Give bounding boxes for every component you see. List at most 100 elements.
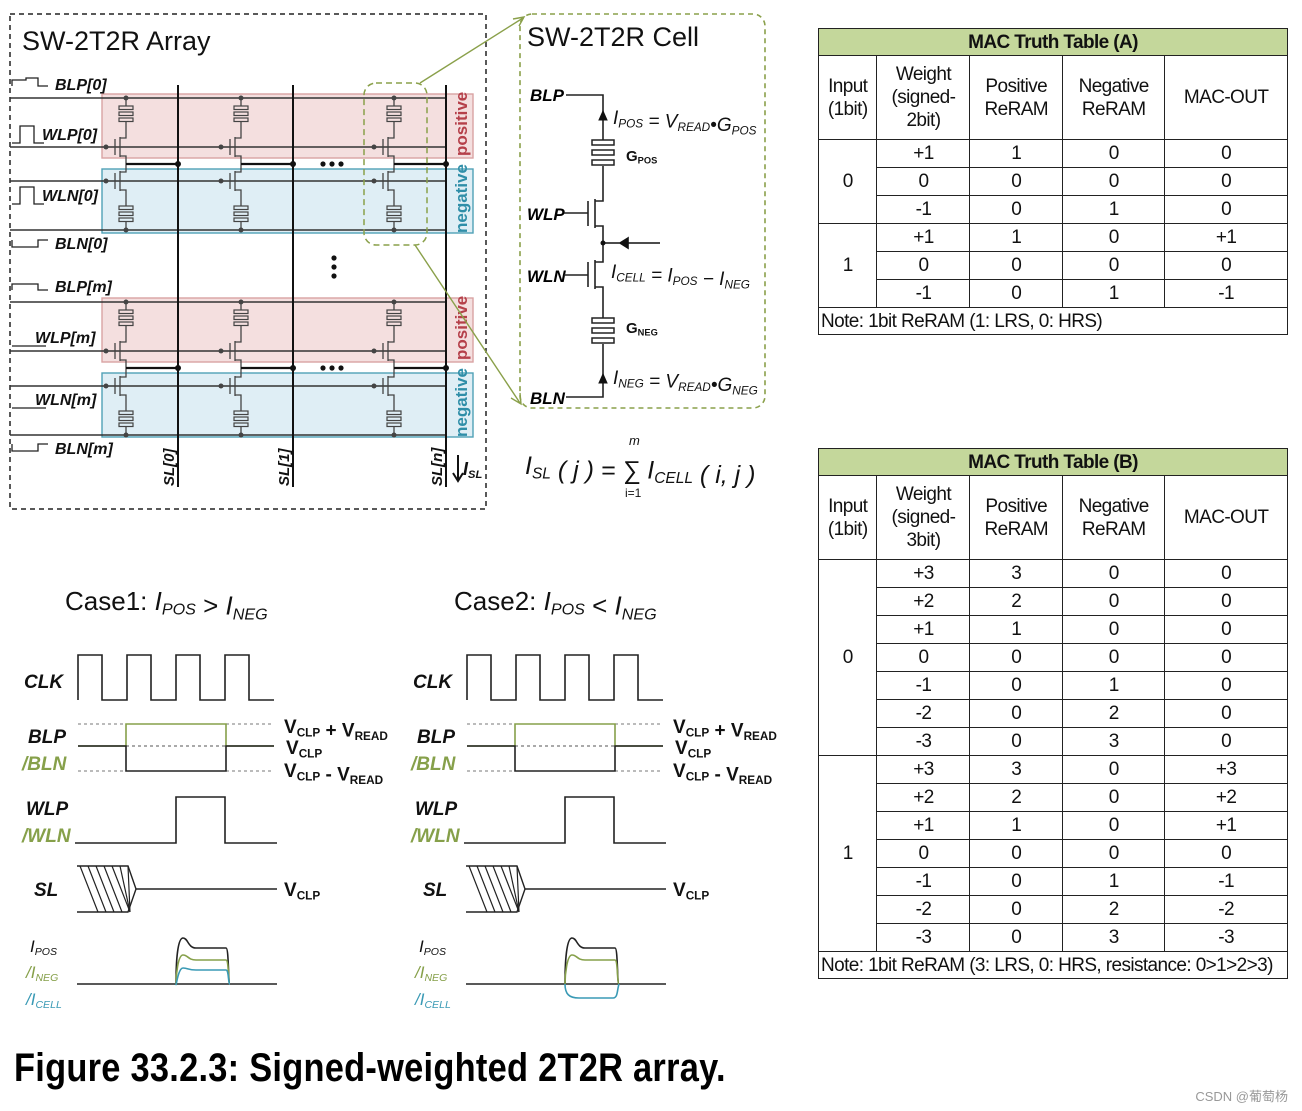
table-cell: 0	[1062, 783, 1166, 812]
sl-label: SL[n]	[429, 447, 446, 486]
wlp-label: WLP	[415, 799, 458, 820]
table-row: 0 +1 1 0 0	[817, 139, 1288, 224]
figure-diagram: SW-2T2R Array positive negative positive ne…	[9, 13, 777, 1011]
wlp-wln-waveform	[75, 796, 277, 844]
reram-plate	[233, 105, 249, 111]
reram-plate	[118, 321, 134, 327]
wln-label: /WLN	[21, 826, 72, 847]
column-header: Positive ReRAM	[969, 55, 1064, 140]
bln-waveform	[467, 723, 663, 747]
sl-hatch-line	[95, 865, 115, 913]
column-header: Positive ReRAM	[969, 475, 1064, 560]
reram-plate	[386, 416, 402, 422]
node-dot	[103, 348, 109, 354]
table-cell: 0	[1062, 839, 1166, 868]
reram-positive	[118, 105, 134, 123]
table-cell: 2	[1062, 895, 1166, 924]
table-cell: +2	[876, 587, 971, 616]
zoom-connector-top	[419, 16, 526, 84]
table-row: -1 0 1 -1	[819, 279, 1288, 308]
row-label: BLP[m]	[55, 279, 113, 296]
table-cell: 0	[1062, 587, 1166, 616]
table-cell: 0	[1164, 643, 1288, 672]
node-dot	[123, 227, 129, 233]
transistor-positive	[119, 326, 127, 368]
node-dot	[103, 383, 109, 389]
reram-negative	[118, 410, 134, 428]
node-dot	[391, 227, 397, 233]
array-cell	[218, 95, 296, 233]
bln-waveform	[78, 723, 274, 747]
table-cell: 0	[876, 839, 971, 868]
table-cell: +1	[876, 223, 971, 252]
table-cell: -2	[1164, 895, 1288, 924]
cell-highlight	[363, 82, 428, 246]
table-cell: 0	[969, 895, 1064, 924]
wire-bln	[566, 344, 604, 398]
table-cell: 0	[969, 727, 1064, 756]
sl-label: SL[0]	[161, 447, 178, 486]
reram-plate	[233, 117, 249, 123]
table-cell: +2	[1164, 783, 1288, 812]
icell-label: /ICELL	[25, 990, 62, 1011]
reram-plate	[386, 309, 402, 315]
transistor-negative	[234, 368, 242, 411]
table-cell: 1	[1062, 195, 1166, 224]
transistor-positive	[387, 326, 395, 368]
sl-hatch-line	[508, 865, 520, 913]
reram-plate	[386, 422, 402, 428]
reram-plate	[118, 117, 134, 123]
case-title: Case2: IPOS < INEG	[454, 586, 657, 623]
blp-waveform	[467, 745, 663, 772]
table-row: 1 +3 3 0 +3	[817, 755, 1288, 952]
column-header: MAC-OUT	[1164, 55, 1288, 140]
table-cell: +1	[876, 615, 971, 644]
ipos-label: IPOS	[30, 937, 57, 958]
table-cell: 0	[969, 279, 1064, 308]
row-label: BLN[m]	[55, 441, 113, 458]
bln0-pulse	[11, 239, 48, 248]
node-dot	[371, 383, 377, 389]
row-label: BLN[0]	[55, 236, 108, 253]
table-row: +2 2 0 0	[819, 587, 1288, 616]
vclp-label: VCLP	[675, 738, 711, 760]
table-cell: 0	[969, 167, 1064, 196]
table-cell: 0	[1062, 139, 1166, 168]
table-cell: 0	[969, 195, 1064, 224]
table-cell: +3	[876, 755, 971, 784]
cell-label-wln: WLN	[527, 267, 566, 286]
negative-label: negative	[452, 164, 471, 233]
negative-row-band	[101, 168, 474, 234]
node-dot	[218, 178, 224, 184]
wire-blp	[566, 94, 604, 140]
row-label: WLP[0]	[42, 127, 98, 144]
table-header-row: Input (1bit) Weight (signed- 3bit) Positiv…	[817, 475, 1288, 560]
ellipsis-dot	[329, 161, 335, 167]
table-row: -1 0 1 0	[819, 195, 1288, 224]
table-cell: 0	[876, 167, 971, 196]
array-cell	[218, 299, 296, 438]
reram-plate	[118, 111, 134, 117]
column-header: Input (1bit)	[817, 55, 878, 140]
positive-row-band	[101, 93, 474, 159]
transistor-positive	[234, 326, 242, 368]
ellipsis-dot	[331, 264, 337, 270]
transistor-negative	[387, 368, 395, 411]
node-dot	[371, 178, 377, 184]
table-row: -3 0 3 0	[819, 727, 1288, 756]
wlp-wln-waveform	[464, 796, 666, 844]
wlp0-pulse	[12, 125, 44, 144]
table-cell: 1	[969, 615, 1064, 644]
table-cell: 0	[969, 251, 1064, 280]
table-cell: -1	[876, 279, 971, 308]
table-cell: 0	[969, 867, 1064, 896]
ellipsis-dot	[338, 161, 344, 167]
cell-label-wlp: WLP	[527, 205, 565, 224]
table-note-row: Note: 1bit ReRAM (1: LRS, 0: HRS)	[818, 307, 1288, 335]
table-cell: +2	[876, 783, 971, 812]
table-cell: 0	[1164, 139, 1288, 168]
reram-plate	[233, 321, 249, 327]
table-cell: 0	[1062, 615, 1166, 644]
